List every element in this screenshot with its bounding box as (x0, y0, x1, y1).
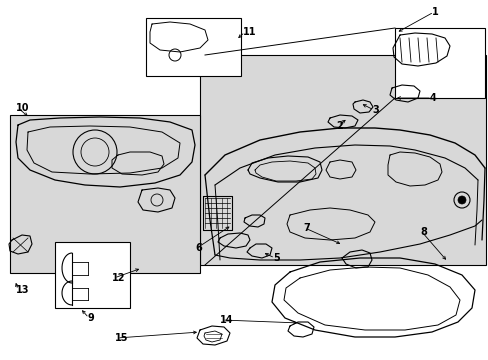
Bar (55, 242, 130, 308)
Text: 6: 6 (195, 243, 202, 253)
Text: 12: 12 (112, 273, 125, 283)
Bar (146, 18, 241, 76)
Bar (394, 28, 484, 98)
Text: 3: 3 (371, 105, 378, 115)
Text: 5: 5 (272, 253, 279, 263)
Text: 9: 9 (87, 313, 94, 323)
Text: 2: 2 (335, 121, 342, 131)
Bar (200, 55, 485, 265)
Circle shape (457, 196, 465, 204)
Text: 11: 11 (243, 27, 256, 37)
Text: 7: 7 (303, 223, 309, 233)
Text: 4: 4 (429, 93, 436, 103)
Text: 14: 14 (220, 315, 233, 325)
Text: 8: 8 (419, 227, 426, 237)
Text: 1: 1 (431, 7, 438, 17)
Text: 13: 13 (16, 285, 29, 295)
Bar (10, 115, 200, 273)
Text: 10: 10 (16, 103, 29, 113)
Text: 15: 15 (115, 333, 128, 343)
